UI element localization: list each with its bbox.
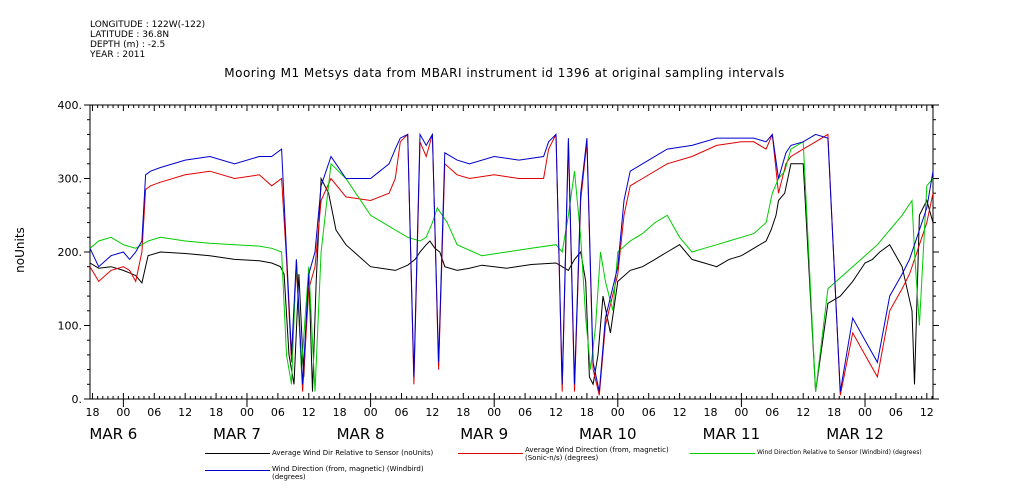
x-hour-label: 06 xyxy=(271,406,285,419)
series-line-3 xyxy=(89,132,934,392)
x-hour-label: 00 xyxy=(734,406,748,419)
x-hour-label: 12 xyxy=(549,406,563,419)
x-hour-label: 06 xyxy=(518,406,532,419)
x-day-label: MAR 6 xyxy=(89,425,137,443)
x-hour-label: 00 xyxy=(487,406,501,419)
x-day-label: MAR 11 xyxy=(703,425,760,443)
series-line-0 xyxy=(89,163,934,392)
x-hour-label: 18 xyxy=(704,406,718,419)
x-hour-label: 12 xyxy=(796,406,810,419)
legend-label-wind-dir-relative-windbird: Wind Direction Relative to Sensor (Windb… xyxy=(757,449,922,456)
x-hour-label: 00 xyxy=(611,406,625,419)
metadata-block: LONGITUDE : 122W(-122) LATITUDE : 36.8N … xyxy=(90,20,205,60)
x-hour-label: 06 xyxy=(889,406,903,419)
plot-frame xyxy=(89,104,934,400)
series-line-1 xyxy=(89,133,934,396)
series-layer xyxy=(89,132,934,396)
x-hour-label: 06 xyxy=(147,406,161,419)
x-day-label: MAR 7 xyxy=(213,425,261,443)
legend-swatch-wind-dir-relative-windbird xyxy=(690,453,755,454)
x-hour-label: 06 xyxy=(642,406,656,419)
x-hour-label: 00 xyxy=(116,406,130,419)
x-hour-label: 18 xyxy=(827,406,841,419)
x-hour-label: 12 xyxy=(178,406,192,419)
y-tick-label: 300. xyxy=(58,173,83,186)
x-day-label: MAR 12 xyxy=(826,425,883,443)
x-axis: 18 00 06 12 18 00 06 12 18 00 06 12 18 00 06 12 18 00 06 12… xyxy=(85,105,934,443)
x-hour-label: 00 xyxy=(240,406,254,419)
x-hour-label: 00 xyxy=(858,406,872,419)
legend-label-avg-wind-direction-sonic: Average Wind Direction (from, magnetic) … xyxy=(525,446,669,462)
x-hour-label: 18 xyxy=(456,406,470,419)
series-line-2 xyxy=(89,140,934,392)
legend-swatch-avg-wind-dir-relative xyxy=(205,453,270,454)
x-hour-label: 12 xyxy=(425,406,439,419)
x-day-label: MAR 10 xyxy=(579,425,636,443)
chart-title: Mooring M1 Metsys data from MBARI instru… xyxy=(224,66,785,80)
y-tick-label: 100. xyxy=(58,320,83,333)
x-hour-label: 06 xyxy=(765,406,779,419)
x-hour-label: 18 xyxy=(333,406,347,419)
x-hour-label: 00 xyxy=(364,406,378,419)
x-hour-label: 12 xyxy=(673,406,687,419)
x-day-label: MAR 8 xyxy=(337,425,385,443)
x-hour-label: 12 xyxy=(302,406,316,419)
x-hour-label: 12 xyxy=(920,406,934,419)
x-hour-label: 06 xyxy=(394,406,408,419)
x-hour-label: 18 xyxy=(580,406,594,419)
x-day-label: MAR 9 xyxy=(460,425,508,443)
y-axis: 0. 100. 200. 300. 400. xyxy=(58,99,939,406)
meta-longitude: LONGITUDE : 122W(-122) xyxy=(90,20,206,30)
meta-depth: DEPTH (m) : -2.5 xyxy=(90,40,166,50)
legend-swatch-wind-direction-windbird xyxy=(205,470,270,471)
legend-swatch-avg-wind-direction-sonic xyxy=(458,453,523,454)
y-tick-label: 0. xyxy=(72,393,83,406)
legend-label-wind-direction-windbird: Wind Direction (from, magnetic) (Windbir… xyxy=(272,465,424,481)
meta-year: YEAR : 2011 xyxy=(90,50,146,60)
y-tick-label: 200. xyxy=(58,246,83,259)
legend-label-avg-wind-dir-relative: Average Wind Dir Relative to Sensor (noU… xyxy=(272,449,434,457)
x-hour-label: 18 xyxy=(209,406,223,419)
x-hour-label: 18 xyxy=(85,406,99,419)
y-tick-label: 400. xyxy=(58,99,83,112)
meta-latitude: LATITUDE : 36.8N xyxy=(90,30,170,40)
